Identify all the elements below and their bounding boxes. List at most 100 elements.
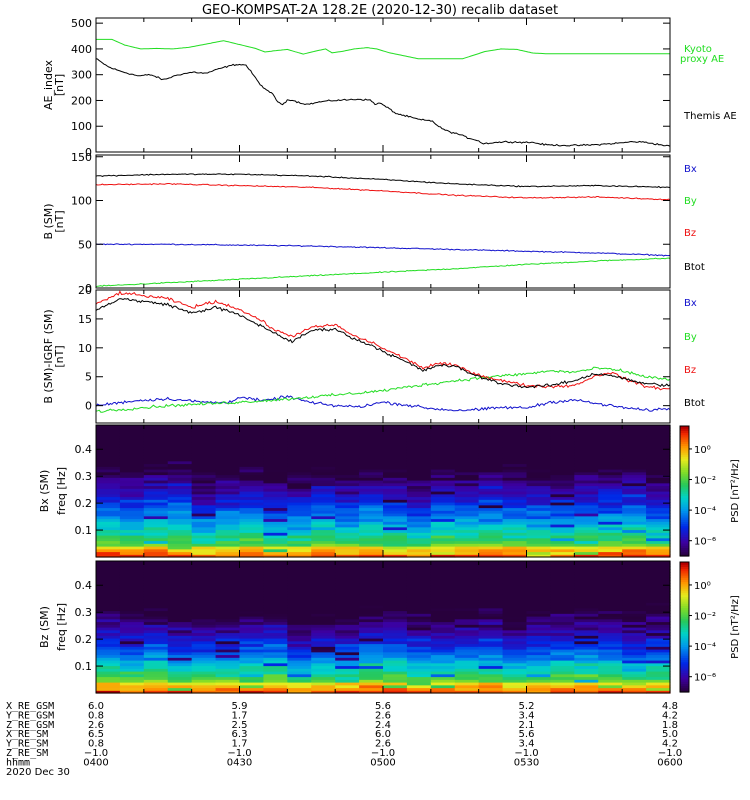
spectrogram-cell bbox=[478, 662, 504, 667]
spectrogram-cell bbox=[215, 629, 241, 634]
spectrogram-cell bbox=[550, 510, 575, 514]
spectrogram-cell bbox=[119, 455, 145, 459]
spectrogram-cell bbox=[311, 602, 336, 606]
series-bmigrf-btot bbox=[95, 298, 671, 389]
spectrogram-cell bbox=[239, 537, 265, 542]
spectrogram-cell bbox=[502, 524, 528, 528]
spectrogram-cell bbox=[119, 569, 145, 573]
spectrogram-cell bbox=[478, 627, 504, 631]
spectrogram-cell bbox=[526, 474, 552, 478]
spectrogram-cell bbox=[454, 513, 480, 517]
spectrogram-cell bbox=[215, 588, 241, 592]
spectrogram-cell bbox=[478, 654, 504, 658]
spectrogram-cell bbox=[526, 466, 552, 470]
spectrogram-cell bbox=[191, 668, 217, 672]
spectrogram-cell bbox=[239, 521, 265, 525]
spectrogram-cell bbox=[502, 668, 528, 672]
spectrogram-cell bbox=[502, 610, 528, 614]
spectrogram-cell bbox=[311, 480, 336, 484]
spectrogram-cell bbox=[359, 455, 384, 459]
spectrogram-cell bbox=[622, 529, 647, 533]
spectrogram-cell bbox=[454, 469, 480, 473]
spectrogram-cell bbox=[119, 682, 145, 686]
spectrogram-cell bbox=[359, 499, 384, 503]
spectrogram-cell bbox=[430, 594, 456, 598]
spectrogram-cell bbox=[191, 447, 217, 451]
spectrogram-cell bbox=[311, 499, 336, 503]
spectrogram-cell bbox=[263, 624, 288, 628]
spectrogram-cell bbox=[478, 532, 504, 536]
spectrogram-cell bbox=[239, 577, 265, 581]
spectrogram-cell bbox=[311, 463, 336, 467]
spectrogram-cell bbox=[335, 638, 360, 642]
spectrogram-cell bbox=[622, 551, 647, 555]
spectrogram-cell bbox=[502, 616, 528, 620]
spectrogram-cell bbox=[574, 458, 599, 462]
spectrogram-cell bbox=[598, 607, 623, 612]
colorbar-band bbox=[680, 430, 689, 434]
spectrogram-cell bbox=[239, 526, 265, 531]
spectrogram-cell bbox=[191, 682, 217, 686]
spectrogram-cell bbox=[622, 665, 647, 669]
colorbar-band bbox=[680, 467, 689, 470]
spectrogram-cell bbox=[287, 671, 312, 675]
spectrogram-cell bbox=[239, 493, 265, 498]
spectrogram-cell bbox=[598, 425, 623, 429]
spectrogram-cell bbox=[622, 543, 647, 547]
spectrogram-cell bbox=[359, 561, 384, 565]
spectrogram-cell bbox=[119, 679, 145, 683]
spectrogram-cell bbox=[430, 654, 456, 658]
spectrogram-cell bbox=[526, 554, 552, 558]
spectrogram-cell bbox=[239, 438, 265, 443]
spectrogram-cell bbox=[167, 441, 193, 445]
spectrogram-cell bbox=[143, 524, 169, 528]
spectrogram-cell bbox=[215, 433, 241, 437]
y-tick-label: 0.3 bbox=[75, 470, 93, 483]
spectrogram-cell bbox=[287, 649, 312, 653]
spectrogram-cell bbox=[311, 477, 336, 481]
spectrogram-cell bbox=[478, 427, 504, 432]
spectrogram-cell bbox=[359, 635, 384, 639]
spectrogram-cell bbox=[526, 572, 552, 576]
spectrogram-cell bbox=[598, 471, 623, 476]
spectrogram-cell bbox=[311, 613, 336, 617]
spectrogram-cell bbox=[191, 566, 217, 570]
spectrogram-cell bbox=[383, 546, 408, 550]
spectrogram-cell bbox=[646, 580, 671, 584]
spectrogram-cell bbox=[311, 580, 336, 584]
spectrogram-cell bbox=[143, 596, 169, 601]
spectrogram-cell bbox=[502, 671, 528, 675]
spectrogram-cell bbox=[502, 548, 528, 553]
colorbar-band bbox=[680, 572, 689, 576]
spectrogram-cell bbox=[598, 594, 623, 598]
spectrogram-cell bbox=[502, 569, 528, 573]
spectrogram-cell bbox=[167, 551, 193, 555]
colorbar-band bbox=[680, 685, 689, 689]
spectrogram-cell bbox=[406, 596, 432, 601]
spectrogram-cell bbox=[550, 676, 575, 680]
spectrogram-cell bbox=[430, 491, 456, 495]
spectrogram-cell bbox=[215, 596, 241, 601]
spectrogram-cell bbox=[215, 574, 241, 579]
spectrogram-cell bbox=[526, 543, 552, 547]
spectrogram-cell bbox=[478, 569, 504, 573]
spectrogram-cell bbox=[574, 569, 599, 573]
spectrogram-cell bbox=[430, 577, 456, 581]
spectrogram-cell bbox=[335, 438, 360, 443]
spectrogram-cell bbox=[359, 521, 384, 525]
orbit-value: 2.6 bbox=[375, 710, 391, 721]
spectrogram-cell bbox=[359, 474, 384, 478]
spectrogram-cell bbox=[383, 447, 408, 451]
y-tick-label: 0 bbox=[85, 282, 92, 295]
spectrogram-cell bbox=[383, 471, 408, 476]
spectrogram-cell bbox=[646, 485, 671, 489]
spectrogram-cell bbox=[359, 583, 384, 587]
spectrogram-cell bbox=[502, 449, 528, 454]
colorbar-band bbox=[680, 683, 689, 687]
spectrogram-cell bbox=[287, 524, 312, 528]
spectrogram-cell bbox=[430, 616, 456, 620]
spectrogram-cell bbox=[454, 474, 480, 478]
spectrogram-cell bbox=[526, 521, 552, 525]
spectrogram-cell bbox=[478, 425, 504, 429]
spectrogram-cell bbox=[263, 635, 288, 639]
